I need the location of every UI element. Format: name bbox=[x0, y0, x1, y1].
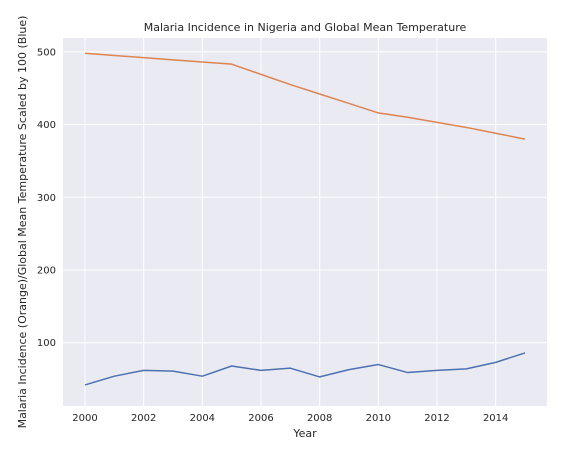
x-tick-labels: 2000 2002 2004 2006 2008 2010 2012 2014 bbox=[72, 413, 508, 424]
y-tick-labels: 100 200 300 400 500 bbox=[37, 47, 56, 349]
x-tick-label: 2002 bbox=[131, 413, 156, 424]
series-line-1 bbox=[84, 52, 526, 140]
y-tick-label: 400 bbox=[37, 120, 56, 131]
y-tick-label: 500 bbox=[37, 47, 56, 58]
x-tick-label: 2012 bbox=[424, 413, 449, 424]
x-tick-label: 2000 bbox=[72, 413, 97, 424]
y-tick-label: 200 bbox=[37, 266, 56, 277]
x-tick-label: 2004 bbox=[190, 413, 215, 424]
x-tick-label: 2006 bbox=[248, 413, 273, 424]
y-tick-label: 100 bbox=[37, 338, 56, 349]
x-tick-label: 2014 bbox=[483, 413, 508, 424]
x-axis-title: Year bbox=[292, 427, 317, 440]
plot-background bbox=[63, 38, 547, 406]
chart-title: Malaria Incidence in Nigeria and Global … bbox=[144, 21, 467, 34]
x-tick-label: 2010 bbox=[366, 413, 391, 424]
y-axis-title: Malaria Incidence (Orange)/Global Mean T… bbox=[16, 16, 29, 429]
y-tick-label: 300 bbox=[37, 193, 56, 204]
series-lines bbox=[84, 52, 526, 386]
x-tick-label: 2008 bbox=[307, 413, 332, 424]
grid-lines bbox=[63, 38, 547, 406]
series-line-2 bbox=[84, 352, 526, 386]
